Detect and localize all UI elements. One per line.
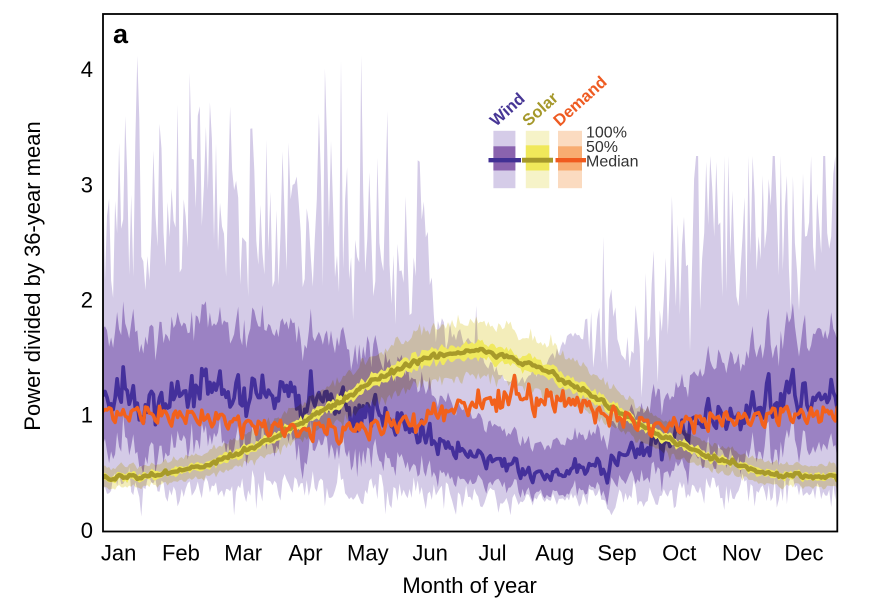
svg-text:Month of year: Month of year (402, 573, 537, 598)
svg-text:Jan: Jan (101, 541, 136, 566)
svg-text:Power divided by 36-year mean: Power divided by 36-year mean (20, 121, 45, 430)
svg-text:Wind: Wind (487, 90, 529, 130)
svg-text:Nov: Nov (722, 541, 761, 566)
svg-text:Feb: Feb (162, 541, 200, 566)
svg-text:Aug: Aug (535, 541, 574, 566)
svg-text:Oct: Oct (662, 541, 696, 566)
svg-text:Sep: Sep (597, 541, 636, 566)
svg-text:3: 3 (81, 172, 93, 197)
svg-text:Mar: Mar (224, 541, 262, 566)
svg-text:50%: 50% (586, 139, 618, 156)
svg-text:a: a (113, 19, 129, 49)
svg-text:1: 1 (81, 403, 93, 428)
svg-text:4: 4 (81, 57, 93, 82)
svg-text:100%: 100% (586, 125, 627, 142)
svg-text:May: May (347, 541, 389, 566)
svg-text:Dec: Dec (784, 541, 823, 566)
svg-text:2: 2 (81, 288, 93, 313)
svg-text:Apr: Apr (288, 541, 322, 566)
svg-text:0: 0 (81, 518, 93, 543)
svg-text:Jul: Jul (478, 541, 506, 566)
svg-text:Median: Median (586, 153, 638, 170)
svg-text:Jun: Jun (412, 541, 447, 566)
